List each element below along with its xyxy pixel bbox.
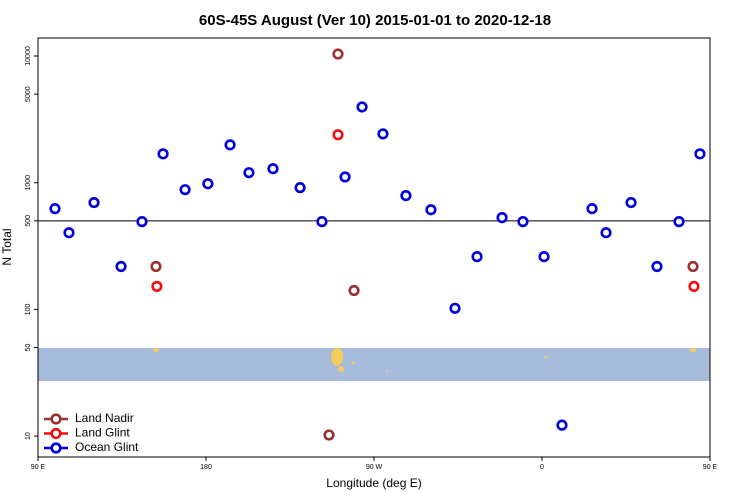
point <box>586 203 598 215</box>
y-tick-label: 10000 <box>25 46 32 66</box>
point <box>332 48 344 60</box>
point <box>88 196 100 209</box>
point <box>694 148 706 160</box>
point <box>243 167 255 179</box>
point <box>673 216 685 228</box>
point <box>556 419 568 431</box>
point <box>224 139 236 151</box>
legend-marker <box>50 413 62 425</box>
point <box>471 251 483 263</box>
x-tick-label: 180 <box>200 464 212 471</box>
point <box>425 204 437 216</box>
y-tick-label: 500 <box>25 215 32 227</box>
legend-label: Land Nadir <box>75 411 134 425</box>
point <box>151 280 163 292</box>
point <box>517 216 529 228</box>
map-strip <box>38 348 710 381</box>
point <box>323 429 335 441</box>
point <box>538 251 550 263</box>
legend-label: Ocean Glint <box>75 440 139 454</box>
legend-marker <box>50 442 62 454</box>
point <box>63 227 75 239</box>
x-tick-label: 0 <box>540 464 544 471</box>
y-tick-label: 100 <box>25 303 32 315</box>
y-tick-label: 5000 <box>25 86 32 102</box>
x-axis-label: Longitude (deg E) <box>326 476 421 490</box>
chart-title: 60S-45S August (Ver 10) 2015-01-01 to 20… <box>199 12 551 29</box>
point <box>115 260 127 273</box>
point <box>202 178 214 190</box>
point <box>356 101 368 113</box>
point <box>49 203 61 215</box>
point <box>625 196 637 209</box>
point <box>179 184 191 196</box>
point <box>267 163 279 175</box>
x-tick-label: 90 E <box>703 464 718 471</box>
y-tick-label: 1000 <box>25 175 32 191</box>
point <box>687 260 699 273</box>
y-tick-label: 10 <box>25 432 32 440</box>
plot-frame <box>37 37 711 458</box>
x-tick-label: 90 W <box>366 464 383 471</box>
point <box>136 216 148 228</box>
x-tick-label: 90 E <box>31 464 46 471</box>
point <box>150 260 162 273</box>
point <box>496 212 508 224</box>
y-tick-label: 50 <box>25 344 32 352</box>
point <box>316 216 328 228</box>
point <box>377 128 389 140</box>
point <box>400 190 412 202</box>
point <box>651 260 663 273</box>
legend-label: Land Glint <box>75 426 130 440</box>
point <box>449 302 461 314</box>
point <box>157 148 169 160</box>
y-axis-label: N Total <box>0 228 14 265</box>
point <box>688 280 700 292</box>
point <box>339 171 351 183</box>
point <box>600 227 612 239</box>
point <box>348 284 360 297</box>
point <box>294 182 306 194</box>
point <box>332 129 344 141</box>
legend-marker <box>50 427 62 440</box>
